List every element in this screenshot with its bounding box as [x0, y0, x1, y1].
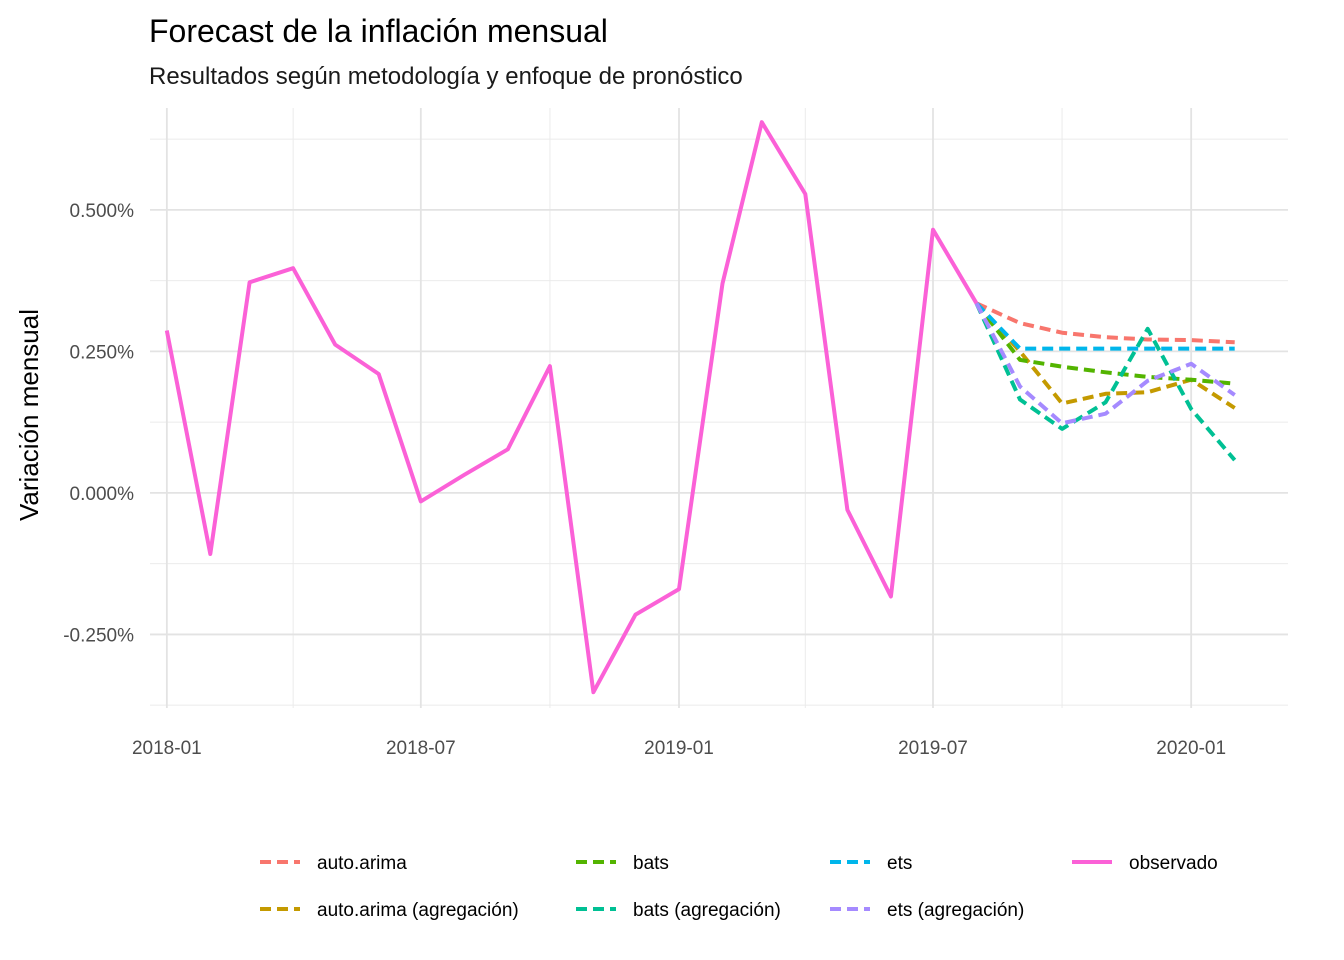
series-line-auto-arima	[975, 301, 1235, 345]
series-line-observado	[164, 120, 979, 695]
chart-title: Forecast de la inflación mensual	[149, 13, 608, 49]
y-tick-label: 0.500%	[70, 201, 135, 222]
y-tick-label: 0.000%	[70, 484, 135, 505]
series-line-bats-agregaci-n-	[974, 302, 1237, 462]
series-lines	[164, 120, 1237, 695]
y-axis-ticks: -0.250% 0.000% 0.250% 0.500%	[63, 201, 134, 647]
grid	[150, 108, 1288, 708]
series-line-bats	[974, 302, 1235, 386]
legend-label: bats (agregación)	[633, 900, 781, 921]
x-tick-label: 2020-01	[1156, 738, 1226, 759]
legend-label: ets	[887, 853, 912, 874]
y-tick-label: 0.250%	[70, 342, 135, 363]
legend: auto.arima bats ets observado auto.arima (ag…	[260, 853, 1218, 921]
x-axis-ticks: 2018-01 2018-07 2019-01 2019-07 2020-01	[132, 738, 1226, 759]
legend-label: ets (agregación)	[887, 900, 1024, 921]
x-tick-label: 2018-07	[386, 738, 456, 759]
series-line-ets-agregaci-n-	[974, 302, 1236, 426]
chart-subtitle: Resultados según metodología y enfoque d…	[149, 63, 743, 90]
x-tick-label: 2019-01	[644, 738, 714, 759]
legend-label: observado	[1129, 853, 1218, 874]
y-axis-label: Variación mensual	[14, 309, 44, 521]
x-tick-label: 2018-01	[132, 738, 202, 759]
legend-label: auto.arima	[317, 853, 407, 874]
y-tick-label: -0.250%	[63, 625, 134, 646]
legend-label: bats	[633, 853, 669, 874]
legend-label: auto.arima (agregación)	[317, 900, 519, 921]
x-tick-label: 2019-07	[898, 738, 968, 759]
